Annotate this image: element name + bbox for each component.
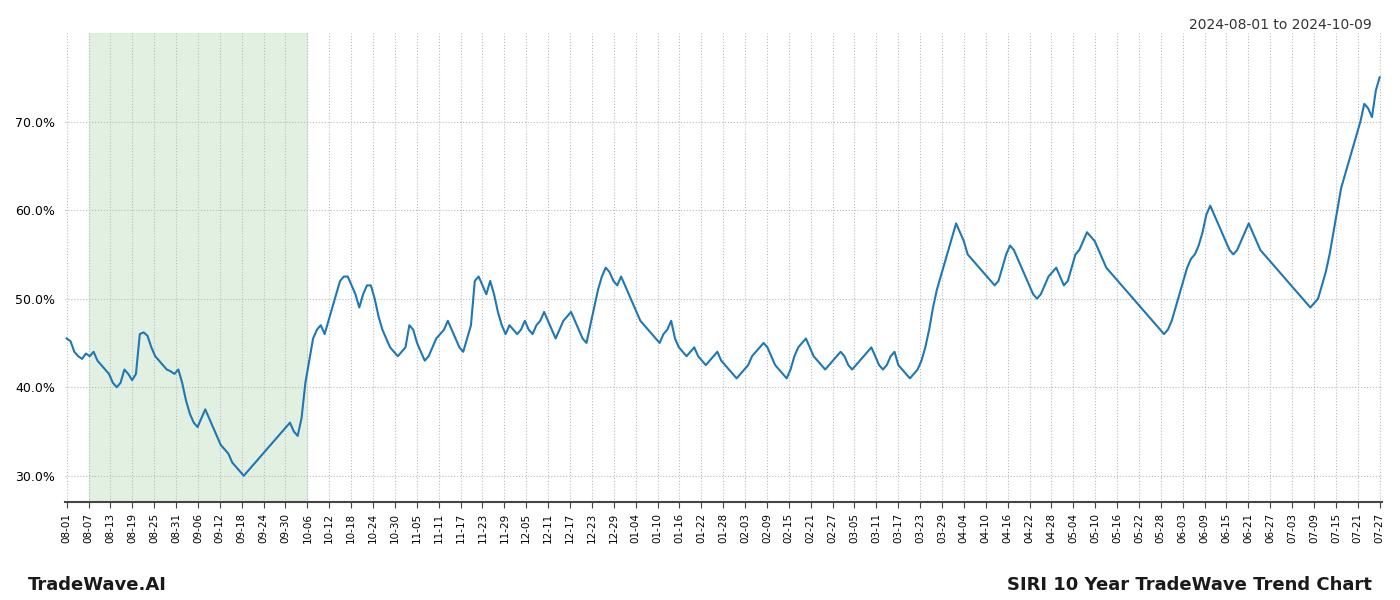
Bar	[88, 33, 308, 502]
Text: SIRI 10 Year TradeWave Trend Chart: SIRI 10 Year TradeWave Trend Chart	[1007, 576, 1372, 594]
Text: TradeWave.AI: TradeWave.AI	[28, 576, 167, 594]
Text: 2024-08-01 to 2024-10-09: 2024-08-01 to 2024-10-09	[1189, 18, 1372, 32]
